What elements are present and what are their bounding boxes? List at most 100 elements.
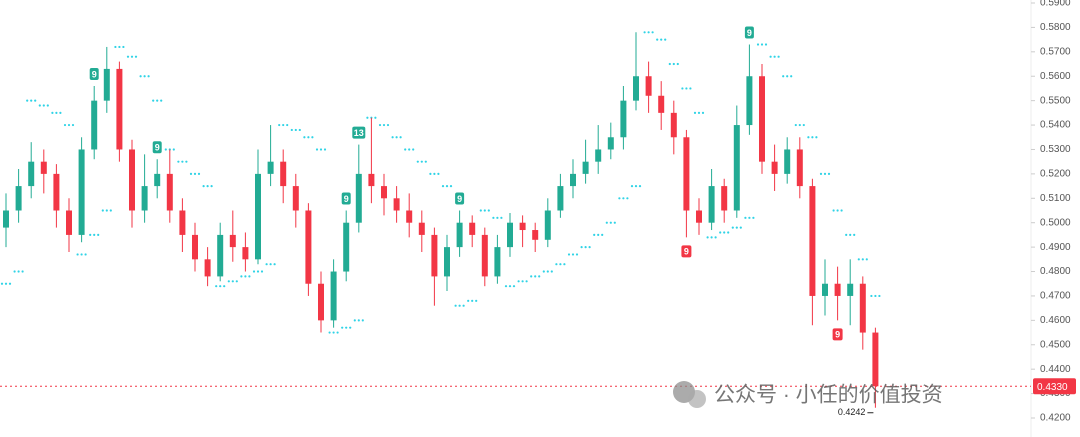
sar-dot — [681, 87, 684, 90]
sar-dot — [8, 282, 12, 285]
sar-dot — [735, 226, 738, 229]
sar-dot — [248, 275, 251, 278]
candle-body — [229, 234, 236, 248]
sar-dot — [294, 128, 297, 132]
sar-dot — [870, 294, 873, 298]
sar-dot — [147, 75, 150, 78]
sar-dot — [206, 184, 209, 188]
count-label: 9 — [457, 194, 462, 204]
sar-dot — [105, 209, 108, 212]
sar-dot — [445, 184, 449, 188]
sar-dot — [567, 253, 571, 256]
sar-dot — [26, 99, 29, 102]
sar-dot — [185, 160, 188, 163]
sar-dot — [487, 209, 490, 212]
sar-dot — [260, 270, 264, 273]
candle-body — [40, 161, 47, 174]
sar-dot — [777, 55, 780, 58]
sar-dot — [752, 216, 755, 219]
sar-dot — [605, 221, 608, 224]
sar-dot — [282, 123, 285, 127]
sar-dot — [764, 43, 768, 46]
sar-dot — [336, 331, 339, 334]
sar-dot — [618, 197, 621, 200]
sar-dot — [790, 75, 793, 78]
sar-dot — [412, 148, 415, 151]
sar-dot — [601, 233, 604, 237]
candle-body — [129, 149, 135, 211]
sar-dot — [597, 233, 600, 237]
sar-dot — [0, 282, 4, 285]
sar-dot — [202, 184, 205, 188]
sar-dot — [34, 99, 37, 102]
sar-dot — [193, 172, 197, 175]
sar-dot — [197, 172, 201, 175]
sar-dot — [433, 172, 436, 175]
sar-dot — [744, 216, 747, 219]
sar-dot — [76, 253, 79, 256]
sar-dot — [13, 270, 16, 273]
candle-body — [141, 186, 148, 211]
candle-body — [444, 247, 450, 277]
y-tick-label: 0.5800 — [1040, 22, 1071, 33]
sar-dot — [30, 99, 33, 102]
count-label-box — [832, 328, 843, 341]
sar-dot — [269, 263, 272, 266]
sar-dot — [71, 123, 75, 127]
sar-dot — [693, 111, 697, 114]
sar-dot — [845, 233, 848, 237]
sar-dot — [97, 233, 100, 237]
sar-dot — [286, 123, 289, 127]
sar-dot — [584, 246, 587, 249]
sar-dot — [467, 299, 470, 302]
sar-dot — [807, 136, 810, 139]
sar-dot — [408, 148, 411, 151]
sar-dot — [613, 221, 616, 224]
sar-dot — [647, 31, 650, 34]
last-price-tag — [1033, 378, 1076, 395]
sar-dot — [782, 75, 785, 78]
y-tick-label: 0.4900 — [1040, 242, 1071, 253]
sar-dot — [311, 136, 314, 139]
candle-body — [570, 173, 576, 187]
candle-body — [431, 234, 438, 277]
count-label-box — [89, 68, 99, 80]
candle-body — [607, 137, 614, 150]
candle-body — [330, 271, 337, 321]
candle-body — [796, 149, 803, 187]
sar-dot — [634, 184, 638, 188]
sar-dot — [416, 160, 419, 163]
sar-dot — [475, 299, 478, 302]
sar-dot — [492, 216, 495, 219]
sar-dot — [160, 99, 163, 102]
sar-dot — [189, 172, 193, 175]
sar-dot — [504, 285, 508, 288]
sar-dot — [244, 275, 247, 278]
y-tick-label: 0.5100 — [1040, 193, 1071, 204]
sar-dot — [404, 148, 407, 151]
candle-body — [507, 222, 513, 248]
candle-body — [834, 283, 841, 296]
sar-dot — [865, 258, 868, 261]
count-label-box — [455, 192, 465, 205]
count-label: 9 — [684, 247, 689, 257]
sar-dot — [181, 160, 184, 163]
sar-dot — [307, 136, 310, 139]
sar-dot — [483, 209, 486, 212]
sar-dot — [748, 216, 751, 219]
sar-dot — [55, 111, 58, 114]
sar-dot — [67, 123, 71, 127]
sar-dot — [17, 270, 20, 273]
min-price-label: 0.4242 — [838, 407, 866, 417]
candle-body — [872, 332, 879, 387]
candle-body — [847, 283, 854, 296]
y-tick-label: 0.4500 — [1040, 339, 1071, 350]
sar-dot — [638, 184, 642, 188]
candle-body — [784, 149, 791, 174]
sar-dot — [126, 55, 130, 58]
count-label: 9 — [835, 330, 840, 340]
sar-dot — [530, 275, 533, 278]
candle-body — [494, 247, 501, 277]
sar-dot — [546, 270, 549, 273]
